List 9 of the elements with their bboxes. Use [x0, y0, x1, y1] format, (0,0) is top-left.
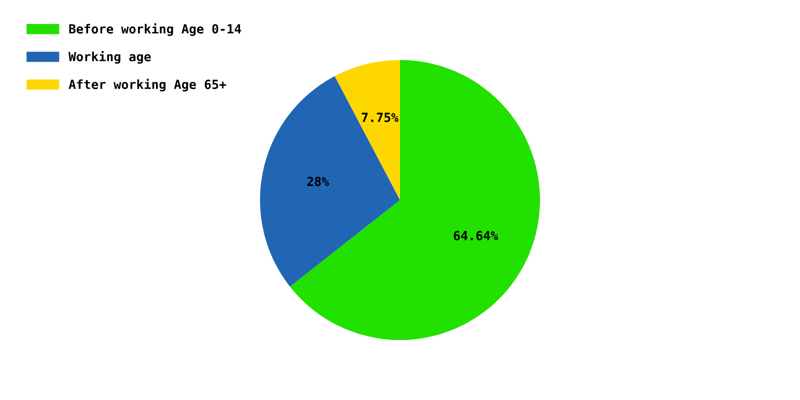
data-label: 28% [307, 176, 330, 186]
legend-label: After working Age 65+ [68, 78, 226, 92]
legend-label: Before working Age 0-14 [69, 23, 242, 36]
pie-slice [334, 60, 400, 200]
data-label: 7.75% [362, 112, 399, 122]
data-label: 64.64% [454, 230, 498, 240]
legend-label: Working age [68, 50, 151, 64]
pie-slice [290, 60, 540, 340]
pie-slice [260, 76, 400, 287]
